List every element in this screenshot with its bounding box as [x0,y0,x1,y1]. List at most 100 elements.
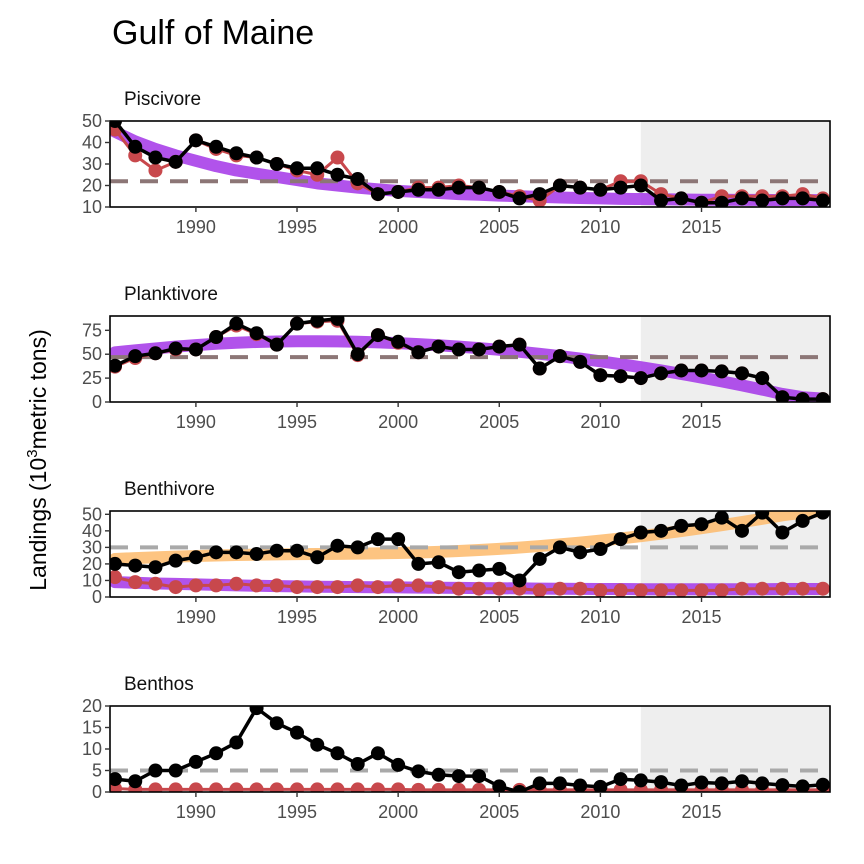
series-black-point [110,556,122,571]
series-black-point [330,746,345,761]
series-red-point [492,581,507,596]
series-black-point [148,346,163,361]
series-black-point [188,550,203,565]
panel-plot-area [110,316,830,402]
y-axis-label: Landings (103metric tons) [24,329,51,590]
y-tick-label: 50 [82,504,102,524]
series-black-point [128,558,143,573]
series-black-point [654,775,669,790]
series-black-point [128,349,143,364]
series-black-point [552,540,567,555]
series-red-point [694,583,709,597]
y-tick-label: 40 [82,133,102,153]
series-black-point [290,161,305,176]
y-tick-label: 15 [82,718,102,738]
series-black-point [532,776,547,791]
x-tick-label: 2000 [378,412,418,432]
y-tick-label: 5 [92,761,102,781]
series-black-point [775,525,790,540]
x-tick-label: 2010 [580,412,620,432]
series-red-point [370,580,385,595]
series-red-point [411,782,426,792]
x-tick-label: 2010 [580,217,620,237]
series-red-point [350,578,365,593]
series-black-point [370,532,385,547]
chart-title: Gulf of Maine [112,14,314,52]
series-red-point [188,578,203,593]
series-red-point [472,581,487,596]
series-red-point [148,576,163,591]
series-black-point [815,392,830,402]
series-black-point [209,139,224,154]
series-black-point [229,316,244,331]
series-black-point [391,334,406,349]
series-black-point [815,193,830,207]
panel-title: Piscivore [124,89,201,110]
series-black-point [573,354,588,369]
series-red-point [168,782,183,792]
series-black-point [269,157,284,171]
series-black-point [290,543,305,558]
series-black-point [269,716,284,731]
series-black-point [370,746,385,761]
series-black-point [411,182,426,197]
series-black-point [633,773,648,788]
series-black-point [110,772,122,787]
series-black-point [613,180,628,195]
panel-plot-area [110,706,830,792]
panel-plot-area [110,121,830,207]
series-black-point [775,191,790,206]
x-tick-label: 1995 [277,607,317,627]
series-black-point [755,193,770,207]
series-black-point [451,180,466,195]
y-tick-label: 0 [92,782,102,802]
series-black-point [674,363,689,378]
series-black-point [209,545,224,560]
series-red-point [674,583,689,597]
series-red-point [229,782,244,792]
series-red-point [290,580,305,595]
series-black-point [229,146,244,161]
series-black-point [593,779,608,792]
series-black-point [249,326,264,341]
series-black-point [431,767,446,782]
series-black-point [633,178,648,193]
series-black-point [714,364,729,379]
series-red-point [148,163,163,178]
series-black-point [370,328,385,343]
series-red-point [593,583,608,597]
series-black-point [472,180,487,195]
series-black-point [552,349,567,364]
series-black-point [694,363,709,378]
series-red-point [290,782,305,792]
series-black-point [330,316,345,326]
series-red-point [815,581,830,596]
series-red-point [209,782,224,792]
series-black-point [168,553,183,568]
series-red-point [755,581,770,596]
series-black-point [755,776,770,791]
series-red-point [391,782,406,792]
x-tick-label: 2010 [580,802,620,822]
series-black-point [654,193,669,207]
series-black-point [633,371,648,386]
series-black-point [492,779,507,792]
series-black-point [815,777,830,792]
series-black-point [310,550,325,565]
series-black-point [128,774,143,789]
series-red-point [168,580,183,595]
series-red-point [431,782,446,792]
series-black-point [168,154,183,169]
series-black-point [330,167,345,182]
series-red-point [795,581,810,596]
series-black-point [451,342,466,357]
series-black-point [755,371,770,386]
series-black-point [128,139,143,154]
y-tick-label: 30 [82,154,102,174]
panel-plot-area [110,511,830,597]
x-tick-label: 1990 [176,802,216,822]
series-black-point [431,555,446,570]
